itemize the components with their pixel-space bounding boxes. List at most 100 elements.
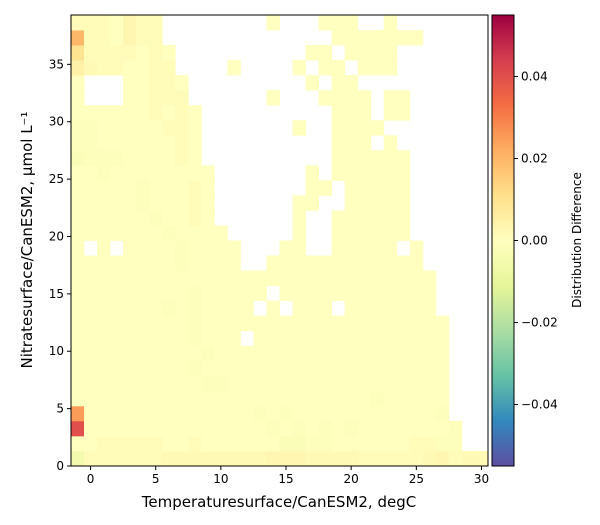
heatmap-cell: [344, 195, 359, 211]
heatmap-cell: [162, 90, 176, 106]
heatmap-cell: [188, 255, 202, 271]
heatmap-cell: [175, 420, 189, 437]
heatmap-cell: [305, 270, 319, 286]
heatmap-cell: [292, 225, 306, 241]
heatmap-cell: [110, 300, 124, 317]
heatmap-cell: [188, 120, 202, 136]
heatmap-cell: [344, 375, 359, 392]
x-tick-label: 25: [409, 472, 424, 486]
heatmap-cell: [357, 90, 372, 106]
heatmap-cell: [318, 60, 333, 76]
heatmap-cell: [240, 315, 254, 332]
heatmap-cell: [110, 405, 124, 422]
heatmap-cell: [123, 285, 137, 302]
heatmap-cell: [201, 450, 215, 467]
heatmap-cell: [136, 45, 150, 61]
heatmap-cells: [71, 15, 489, 467]
heatmap-cell: [175, 165, 189, 181]
heatmap-cell: [240, 420, 254, 437]
heatmap-cell: [84, 345, 98, 362]
heatmap-cell: [409, 285, 424, 302]
heatmap-cell: [292, 315, 306, 332]
y-axis: 0 5 10 15 20 25 30 35: [49, 57, 71, 473]
y-tick-label: 30: [49, 115, 64, 129]
heatmap-cell: [162, 120, 176, 136]
heatmap-cell: [370, 375, 385, 392]
heatmap-cell: [409, 315, 424, 332]
heatmap-cell: [110, 105, 124, 121]
heatmap-cell: [188, 360, 202, 377]
heatmap-cell: [110, 345, 124, 362]
heatmap-cell: [123, 75, 137, 91]
heatmap-cell: [175, 375, 189, 392]
heatmap-cell: [357, 105, 372, 121]
heatmap-cell: [149, 255, 163, 271]
heatmap-cell: [331, 435, 346, 452]
heatmap-cell: [344, 15, 359, 31]
heatmap-cell: [396, 300, 411, 317]
heatmap-cell: [97, 300, 111, 317]
heatmap-cell: [435, 435, 450, 452]
heatmap-cell: [149, 180, 163, 196]
heatmap-cell: [214, 435, 228, 452]
heatmap-cell: [110, 195, 124, 211]
heatmap-cell: [383, 420, 398, 437]
heatmap-cell: [84, 150, 98, 166]
heatmap-cell: [136, 300, 150, 317]
heatmap-cell: [201, 390, 215, 407]
heatmap-cell: [344, 210, 359, 226]
heatmap-cell: [149, 435, 163, 452]
colorbar-tick-label: 0.00: [521, 234, 548, 248]
heatmap-cell: [175, 135, 189, 151]
heatmap-cell: [305, 330, 319, 347]
heatmap-cell: [71, 375, 85, 392]
heatmap-cell: [110, 45, 124, 61]
heatmap-cell: [383, 345, 398, 362]
heatmap-cell: [357, 45, 372, 61]
heatmap-cell: [110, 165, 124, 181]
heatmap-cell: [71, 300, 85, 317]
heatmap-cell: [383, 195, 398, 211]
heatmap-cell: [331, 315, 346, 332]
heatmap-cell: [214, 375, 228, 392]
heatmap-cell: [357, 180, 372, 196]
heatmap-cell: [136, 285, 150, 302]
heatmap-cell: [279, 240, 293, 256]
heatmap-cell: [136, 255, 150, 271]
heatmap-cell: [396, 435, 411, 452]
heatmap-cell: [84, 270, 98, 286]
heatmap-cell: [162, 165, 176, 181]
heatmap-cell: [201, 300, 215, 317]
heatmap-cell: [344, 345, 359, 362]
heatmap-cell: [370, 450, 385, 467]
heatmap-cell: [435, 405, 450, 422]
heatmap-cell: [162, 210, 176, 226]
x-tick-label: 5: [152, 472, 160, 486]
heatmap-cell: [149, 165, 163, 181]
heatmap-cell: [344, 120, 359, 136]
heatmap-cell: [136, 390, 150, 407]
heatmap-cell: [71, 345, 85, 362]
y-tick-label: 5: [56, 402, 64, 416]
heatmap-cell: [318, 15, 333, 31]
heatmap-cell: [149, 195, 163, 211]
heatmap-cell: [162, 105, 176, 121]
heatmap-cell: [344, 45, 359, 61]
heatmap-cell: [383, 435, 398, 452]
heatmap-cell: [149, 375, 163, 392]
heatmap-cell: [149, 225, 163, 241]
heatmap-cell: [188, 210, 202, 226]
x-tick-label: 10: [213, 472, 228, 486]
heatmap-cell: [357, 315, 372, 332]
heatmap-cell: [149, 390, 163, 407]
heatmap-cell: [175, 105, 189, 121]
heatmap-cell: [292, 255, 306, 271]
heatmap-cell: [318, 420, 333, 437]
heatmap-cell: [110, 120, 124, 136]
heatmap-cell: [201, 345, 215, 362]
heatmap-cell: [279, 420, 293, 437]
heatmap-cell: [344, 360, 359, 377]
x-tick-label: 20: [344, 472, 359, 486]
heatmap-cell: [123, 225, 137, 241]
